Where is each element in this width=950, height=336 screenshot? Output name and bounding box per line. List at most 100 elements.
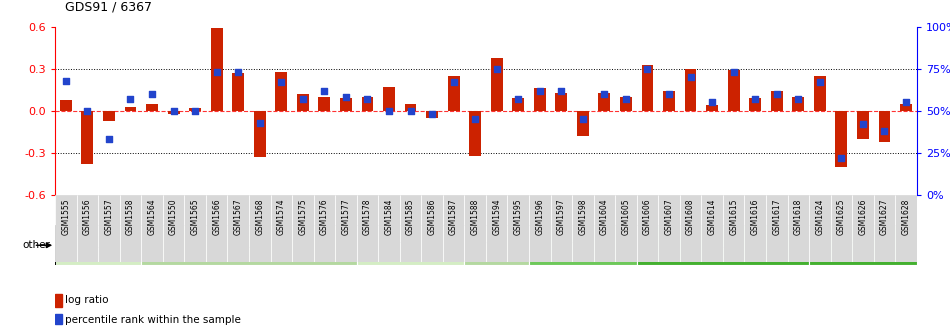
Bar xyxy=(486,195,507,262)
Bar xyxy=(636,225,809,265)
Bar xyxy=(594,195,616,262)
Text: GSM1625: GSM1625 xyxy=(837,198,846,235)
Bar xyxy=(356,195,378,262)
Bar xyxy=(400,195,421,262)
Text: GSM1575: GSM1575 xyxy=(298,198,307,235)
Text: GSM1566: GSM1566 xyxy=(212,198,221,235)
Text: GSM1595: GSM1595 xyxy=(514,198,522,235)
Text: percentile rank within the sample: percentile rank within the sample xyxy=(65,316,241,325)
Text: GSM1564: GSM1564 xyxy=(147,198,157,235)
Bar xyxy=(680,195,701,262)
Point xyxy=(618,96,634,102)
Point xyxy=(855,122,870,127)
Bar xyxy=(620,97,632,111)
Text: GSM1608: GSM1608 xyxy=(686,198,695,235)
Text: GSM1618: GSM1618 xyxy=(794,198,803,235)
Point xyxy=(877,128,892,134)
Text: GSM1587: GSM1587 xyxy=(449,198,458,235)
Bar xyxy=(491,58,503,111)
Bar xyxy=(421,195,443,262)
Bar xyxy=(98,195,120,262)
Text: GSM1557: GSM1557 xyxy=(104,198,113,235)
Point xyxy=(231,70,246,75)
Bar xyxy=(227,195,249,262)
Text: GSM1614: GSM1614 xyxy=(708,198,716,235)
Bar xyxy=(211,28,222,111)
Bar xyxy=(184,195,206,262)
Point xyxy=(403,108,418,114)
Point xyxy=(640,66,656,72)
Bar xyxy=(788,195,809,262)
Bar xyxy=(254,111,266,157)
Text: GSM1588: GSM1588 xyxy=(470,198,480,235)
Bar xyxy=(469,111,481,156)
Bar xyxy=(356,225,465,265)
Bar xyxy=(340,98,352,111)
Bar xyxy=(77,195,98,262)
Text: group 3: group 3 xyxy=(390,240,430,250)
Text: GSM1555: GSM1555 xyxy=(62,198,70,235)
Bar xyxy=(335,195,356,262)
Bar xyxy=(556,93,567,111)
Bar xyxy=(874,195,895,262)
Point xyxy=(274,80,289,85)
Bar xyxy=(534,88,545,111)
Point xyxy=(834,155,849,161)
Point xyxy=(102,137,117,142)
Point xyxy=(511,96,526,102)
Bar xyxy=(55,195,77,262)
Point xyxy=(770,91,785,97)
Text: GSM1578: GSM1578 xyxy=(363,198,372,235)
Bar xyxy=(685,69,696,111)
Bar xyxy=(314,195,335,262)
Bar xyxy=(233,73,244,111)
Point xyxy=(187,108,202,114)
Point xyxy=(576,117,591,122)
Text: GSM1596: GSM1596 xyxy=(535,198,544,235)
Text: group 4: group 4 xyxy=(477,240,517,250)
Point xyxy=(360,96,375,102)
Text: GSM1567: GSM1567 xyxy=(234,198,242,235)
Bar xyxy=(895,195,917,262)
Bar xyxy=(124,107,137,111)
Bar xyxy=(142,225,356,265)
Bar xyxy=(701,195,723,262)
Bar xyxy=(857,111,869,139)
Bar xyxy=(297,94,309,111)
Text: GSM1615: GSM1615 xyxy=(730,198,738,235)
Text: GSM1605: GSM1605 xyxy=(621,198,631,235)
Bar xyxy=(792,97,805,111)
Text: group 7: group 7 xyxy=(843,240,883,250)
Bar xyxy=(82,111,93,164)
Text: GSM1616: GSM1616 xyxy=(750,198,760,235)
Text: GSM1558: GSM1558 xyxy=(126,198,135,235)
Bar xyxy=(641,65,654,111)
Text: other: other xyxy=(23,240,50,250)
Bar xyxy=(551,195,572,262)
Bar xyxy=(572,195,594,262)
Text: GSM1606: GSM1606 xyxy=(643,198,652,235)
Point xyxy=(683,75,698,80)
Point xyxy=(123,96,138,102)
Bar xyxy=(529,195,551,262)
Text: GSM1626: GSM1626 xyxy=(859,198,867,235)
Point xyxy=(554,88,569,93)
Text: GSM1624: GSM1624 xyxy=(815,198,825,235)
Point xyxy=(58,78,73,83)
Point xyxy=(812,80,827,85)
Bar xyxy=(750,98,761,111)
Point xyxy=(425,112,440,117)
Point xyxy=(338,95,353,100)
Bar xyxy=(835,111,847,167)
Point xyxy=(80,108,95,114)
Text: GSM1568: GSM1568 xyxy=(256,198,264,235)
Bar xyxy=(271,195,292,262)
Point xyxy=(489,66,504,72)
Bar xyxy=(529,225,637,265)
Bar xyxy=(745,195,766,262)
Bar xyxy=(512,98,524,111)
Bar xyxy=(706,105,718,111)
Text: GSM1607: GSM1607 xyxy=(665,198,674,235)
Point xyxy=(166,108,181,114)
Bar xyxy=(658,195,680,262)
